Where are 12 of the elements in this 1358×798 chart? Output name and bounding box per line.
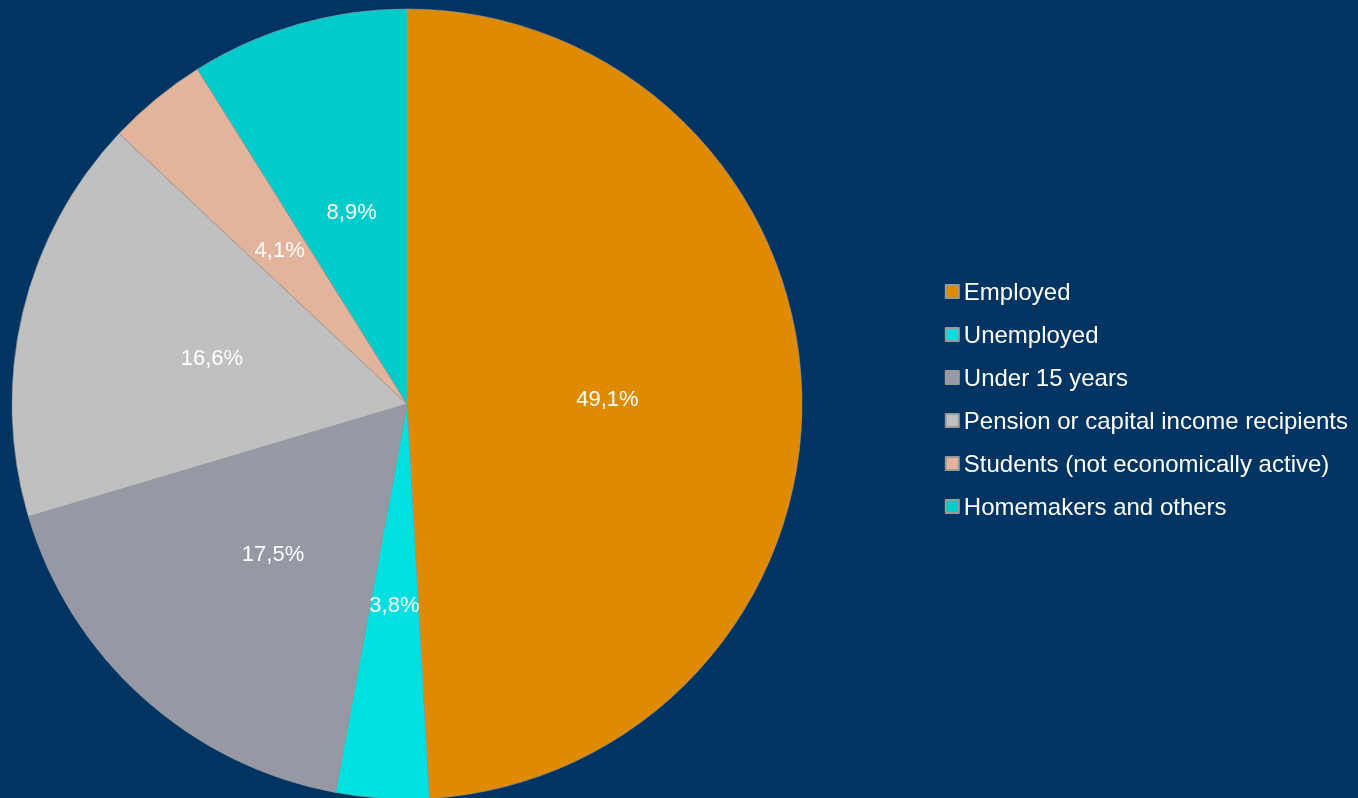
data-label: 3,8% — [369, 591, 420, 617]
legend-label: Unemployed — [963, 321, 1099, 348]
data-label: 49,1% — [576, 385, 639, 411]
legend-label: Homemakers and others — [963, 493, 1227, 520]
legend-label: Employed — [963, 278, 1071, 305]
data-label: 4,1% — [254, 236, 305, 262]
data-label: 16,6% — [180, 345, 244, 371]
legend-label: Students (not economically active) — [963, 450, 1330, 477]
data-label: 8,9% — [326, 198, 377, 224]
legend-label: Under 15 years — [963, 364, 1128, 391]
legend-label: Pension or capital income recipients — [963, 407, 1348, 434]
data-label: 17,5% — [241, 540, 305, 566]
